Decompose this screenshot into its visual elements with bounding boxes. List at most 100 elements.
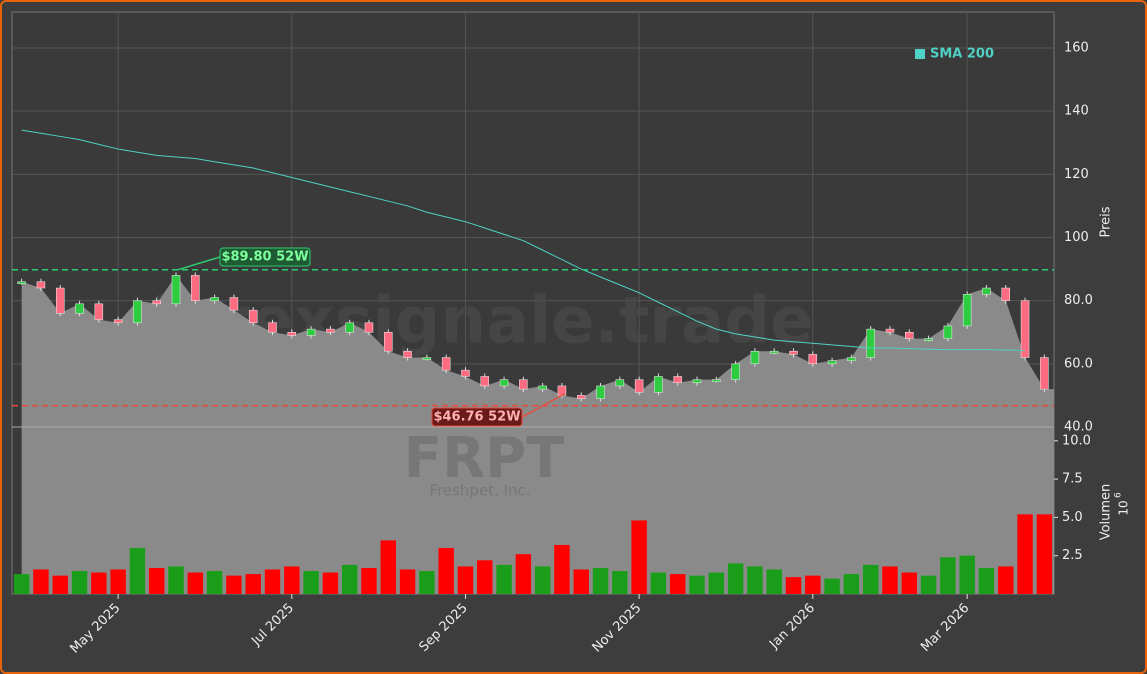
volume-bar (515, 554, 532, 594)
candle (654, 376, 663, 393)
volume-bar (361, 567, 377, 594)
volume-bar (477, 560, 493, 594)
candle (866, 328, 875, 358)
annotation-label: $89.80 52W (221, 250, 308, 265)
y-axis-label: Preis (1099, 206, 1114, 237)
volume-bar (13, 574, 30, 594)
symbol-watermark: FRPT (404, 426, 565, 491)
candle (827, 360, 837, 365)
volume-bar (708, 572, 725, 594)
volume-bar (1017, 514, 1033, 594)
candle (441, 357, 451, 371)
volume-bar (650, 572, 667, 594)
candle (191, 275, 200, 301)
x-tick-label: May 2025 (68, 601, 124, 657)
volume-bar (71, 571, 88, 594)
candle (1020, 300, 1030, 358)
volume-bar (91, 572, 107, 594)
x-tick-label: Nov 2025 (590, 601, 645, 656)
volume-bar (380, 540, 396, 594)
volume-bar (670, 574, 686, 594)
price-area (21, 275, 1054, 594)
volume-bar (399, 569, 416, 594)
volume-bar (554, 544, 570, 594)
volume-bar (187, 572, 204, 594)
legend-swatch (915, 49, 925, 59)
x-tick-label: Sep 2025 (417, 601, 471, 655)
y-scale-exp: 6 (1114, 492, 1124, 498)
candle (326, 328, 335, 333)
x-tick-label: Jan 2026 (766, 601, 818, 653)
candle (133, 300, 142, 324)
volume-bar (33, 569, 49, 594)
candle (480, 376, 490, 387)
volume-bar (284, 566, 300, 594)
volume-bar (206, 571, 223, 594)
volume-bar (920, 575, 937, 594)
candle (982, 287, 991, 295)
volume-bar (805, 575, 821, 594)
candle (36, 281, 46, 289)
volume-bar (496, 564, 512, 594)
volume-bar (862, 564, 879, 594)
candle (113, 319, 123, 324)
volume-bar (592, 567, 609, 594)
candle (808, 354, 818, 365)
candle (364, 322, 374, 333)
candle (94, 303, 104, 320)
y-tick-label: 120 (1064, 167, 1089, 182)
volume-bar (129, 548, 146, 594)
volume-bar (940, 557, 956, 594)
y-tick-label: 80.0 (1064, 293, 1093, 308)
volume-bar (998, 566, 1014, 594)
volume-bar (341, 564, 358, 594)
annotation-arrow (177, 256, 221, 271)
y-tick-label: 140 (1064, 104, 1089, 119)
volume-bar (978, 567, 995, 594)
candle (461, 369, 470, 377)
candle (268, 322, 277, 333)
y-scale-base: 10 (1117, 500, 1131, 515)
volume-bar (264, 569, 281, 594)
candle (229, 297, 239, 311)
volume-bar (689, 575, 705, 594)
volume-bar (843, 574, 860, 594)
annotation-arrow (521, 392, 566, 418)
y-tick-label: 100 (1064, 230, 1089, 245)
volume-bar (727, 563, 744, 594)
candle (596, 385, 605, 399)
y-tick-label: 60.0 (1064, 356, 1093, 371)
candle (576, 395, 586, 399)
volume-bar (1036, 514, 1053, 594)
volume-bar (149, 567, 165, 594)
y-tick-label: 2.5 (1062, 548, 1083, 563)
volume-bar (110, 569, 126, 594)
candle (712, 379, 721, 382)
annotation-label: $46.76 52W (433, 410, 520, 425)
y-tick-label: 7.5 (1062, 472, 1083, 487)
volume-bar (747, 566, 763, 594)
y-tick-label: 160 (1064, 41, 1089, 56)
volume-bar (419, 571, 435, 594)
candle (171, 275, 181, 305)
candle (924, 338, 933, 341)
candle (403, 350, 412, 358)
candle (306, 328, 316, 336)
volume-bar (303, 571, 319, 594)
y-tick-label: 10.0 (1062, 433, 1091, 448)
candle (519, 379, 528, 390)
volume-bar (457, 566, 474, 594)
candle (384, 332, 393, 352)
candle (152, 300, 161, 305)
volume-bar (766, 569, 782, 594)
candle (731, 363, 740, 380)
candle (885, 328, 895, 333)
candle (1040, 357, 1049, 390)
annotation-box (431, 407, 523, 427)
volume-bar (959, 555, 975, 594)
candle (673, 376, 682, 384)
annotation-box (219, 247, 311, 267)
volume-bar (882, 566, 898, 594)
candle (538, 385, 547, 390)
